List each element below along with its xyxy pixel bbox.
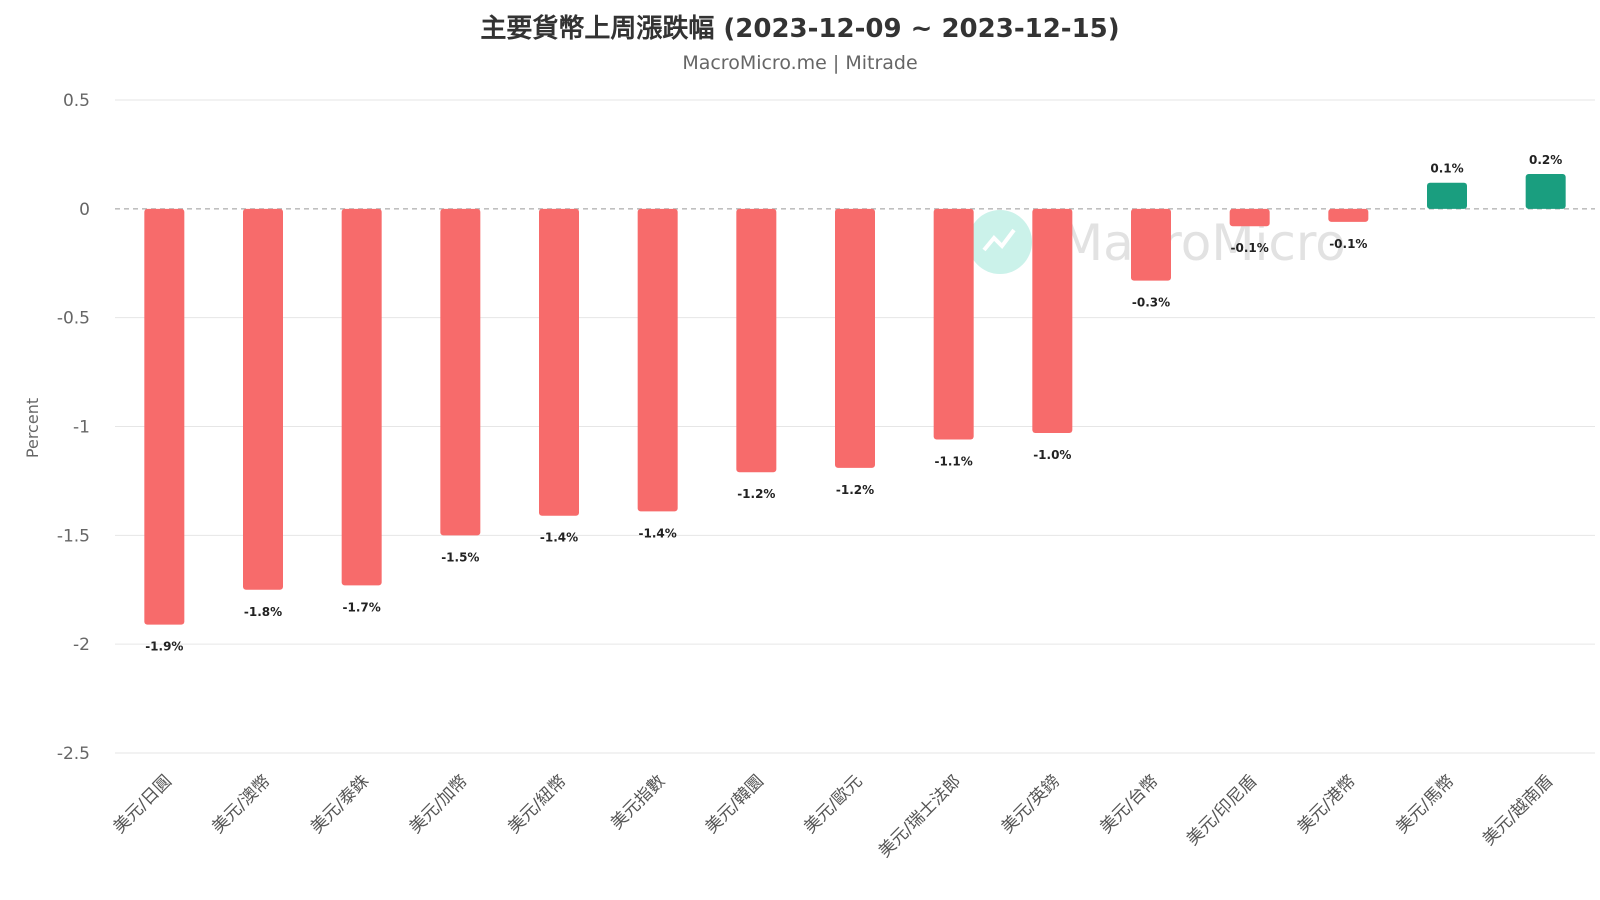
data-label: -1.2% [836, 483, 874, 497]
bar[interactable] [440, 208, 481, 536]
x-tick-label: 美元/英鎊 [998, 771, 1064, 837]
data-label: -0.1% [1231, 241, 1269, 255]
data-label: -1.2% [737, 487, 775, 501]
y-tick-label: -2.5 [57, 744, 90, 764]
data-label: -1.9% [145, 640, 183, 654]
bar[interactable] [1131, 208, 1171, 281]
chart-title: 主要貨幣上周漲跌幅 (2023-12-09 ~ 2023-12-15) [480, 14, 1120, 44]
bar[interactable] [144, 208, 185, 625]
data-label: -1.1% [935, 455, 973, 469]
bar[interactable] [637, 208, 678, 512]
x-tick-label: 美元指數 [607, 771, 669, 833]
bar[interactable] [933, 208, 974, 440]
x-tick-label: 美元/台幣 [1096, 771, 1162, 837]
data-label: -1.7% [343, 600, 381, 614]
x-tick-label: 美元/韓圜 [702, 771, 768, 837]
data-label: -1.4% [540, 531, 578, 545]
bars [144, 174, 1566, 625]
y-axis-ticks: 0.5 0 -0.5 -1 -1.5 -2 -2.5 [57, 91, 90, 764]
bar[interactable] [539, 208, 579, 516]
watermark: MacroMicro [968, 210, 1346, 274]
y-tick-label: -1 [73, 418, 90, 438]
y-tick-label: -0.5 [57, 309, 90, 329]
y-tick-label: 0.5 [63, 91, 90, 111]
x-tick-label: 美元/馬幣 [1392, 771, 1458, 837]
data-label: -1.4% [639, 526, 677, 540]
x-axis-ticks: 美元/日圓 美元/澳幣 美元/泰銖 美元/加幣 美元/紐幣 美元指數 美元/韓圜 美元/歐元美… [110, 771, 1558, 861]
y-tick-label: -1.5 [57, 526, 90, 546]
bar[interactable] [1525, 174, 1566, 209]
data-label: -0.3% [1132, 296, 1170, 310]
bar[interactable] [1328, 208, 1369, 222]
y-axis-label: Percent [23, 398, 42, 458]
x-tick-label: 美元/歐元 [800, 771, 866, 837]
x-tick-label: 美元/日圓 [110, 771, 176, 837]
data-label: -0.1% [1329, 237, 1367, 251]
x-tick-label: 美元/加幣 [406, 771, 472, 837]
bar[interactable] [736, 208, 777, 473]
bar[interactable] [1427, 182, 1467, 209]
data-label: 0.1% [1430, 162, 1463, 176]
bar[interactable] [1229, 208, 1270, 227]
bar[interactable] [1032, 208, 1073, 434]
x-tick-label: 美元/港幣 [1294, 771, 1360, 837]
bar[interactable] [243, 208, 283, 590]
y-tick-label: -2 [73, 635, 90, 655]
chart-subtitle: MacroMicro.me | Mitrade [682, 52, 918, 74]
x-tick-label: 美元/瑞士法郎 [875, 771, 965, 861]
data-label: 0.2% [1529, 153, 1562, 167]
data-label: -1.8% [244, 605, 282, 619]
x-tick-label: 美元/越南盾 [1479, 771, 1557, 849]
y-tick-label: 0 [79, 200, 90, 220]
data-labels: -1.9% -1.8% -1.7% -1.5% -1.4% -1.4% -1.2% -1.2%… [145, 153, 1562, 654]
data-label: -1.0% [1033, 448, 1071, 462]
x-tick-label: 美元/印尼盾 [1183, 771, 1261, 849]
x-tick-label: 美元/紐幣 [504, 771, 570, 837]
watermark-text: MacroMicro [1060, 214, 1346, 272]
x-tick-label: 美元/泰銖 [307, 771, 373, 837]
bar[interactable] [835, 208, 875, 468]
bar[interactable] [341, 208, 382, 586]
x-tick-label: 美元/澳幣 [208, 771, 274, 837]
data-label: -1.5% [441, 550, 479, 564]
